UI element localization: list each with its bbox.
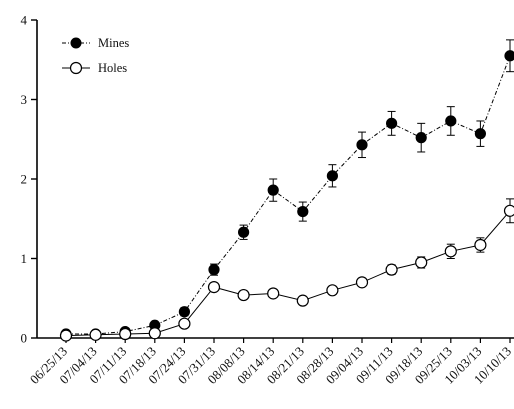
data-point-holes xyxy=(475,239,486,250)
series-holes xyxy=(61,199,514,341)
data-point-holes xyxy=(327,285,338,296)
legend-mines-marker xyxy=(71,38,81,48)
data-point-holes xyxy=(179,318,190,329)
data-point-holes xyxy=(357,277,368,288)
y-ticks: 0 1 2 3 4 xyxy=(21,13,38,346)
series-layer xyxy=(61,40,514,341)
data-point-holes xyxy=(445,246,456,257)
data-point-mines xyxy=(298,207,308,217)
data-point-mines xyxy=(268,185,278,195)
data-point-holes xyxy=(416,257,427,268)
legend: Mines Holes xyxy=(62,36,129,75)
data-point-mines xyxy=(446,116,456,126)
series-mines xyxy=(61,40,514,339)
data-point-mines xyxy=(387,118,397,128)
y-tick-label: 2 xyxy=(21,172,28,187)
data-point-holes xyxy=(120,329,131,340)
data-point-mines xyxy=(179,307,189,317)
data-point-mines xyxy=(327,171,337,181)
data-point-holes xyxy=(297,295,308,306)
y-tick-label: 3 xyxy=(21,92,28,107)
data-point-holes xyxy=(505,205,514,216)
data-point-mines xyxy=(475,129,485,139)
x-ticks: 06/25/1307/04/1307/11/1307/18/1307/24/13… xyxy=(27,338,514,387)
legend-holes-label: Holes xyxy=(98,61,127,75)
data-point-mines xyxy=(209,265,219,275)
y-tick-label: 4 xyxy=(21,13,28,28)
data-point-mines xyxy=(357,140,367,150)
data-point-mines xyxy=(416,133,426,143)
y-tick-label: 0 xyxy=(21,331,28,346)
data-point-mines xyxy=(239,227,249,237)
data-point-holes xyxy=(268,288,279,299)
series-line-mines xyxy=(66,56,510,334)
legend-holes-marker xyxy=(71,63,82,74)
data-point-holes xyxy=(386,264,397,275)
data-point-holes xyxy=(238,290,249,301)
data-point-holes xyxy=(61,330,72,341)
data-point-holes xyxy=(90,329,101,340)
y-tick-label: 1 xyxy=(21,251,28,266)
legend-mines-label: Mines xyxy=(98,36,129,50)
data-point-holes xyxy=(209,282,220,293)
series-line-holes xyxy=(66,211,510,336)
data-point-holes xyxy=(149,328,160,339)
data-point-mines xyxy=(505,51,514,61)
